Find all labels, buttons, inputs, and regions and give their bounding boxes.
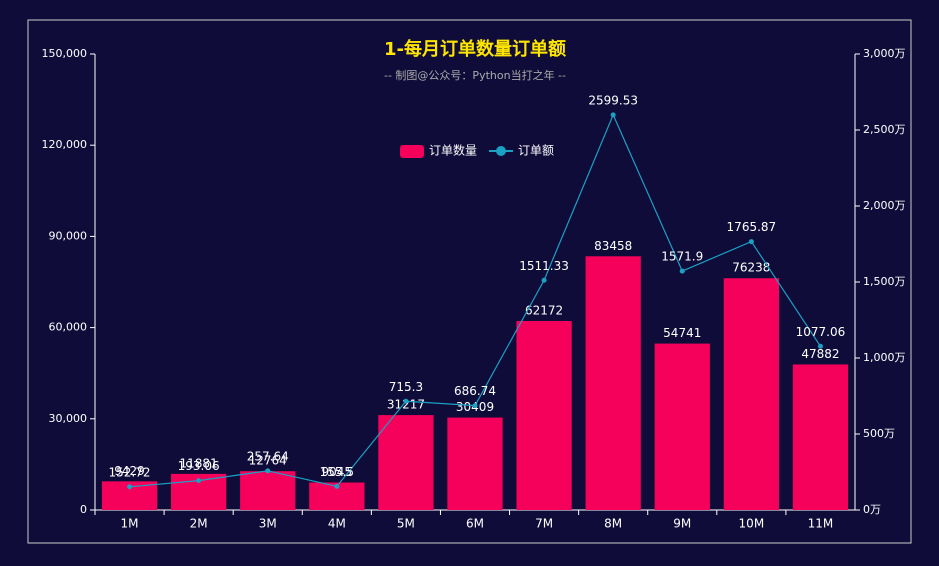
- line-value-label: 2599.53: [588, 93, 638, 107]
- line-point: [265, 468, 271, 474]
- line-point: [127, 484, 133, 490]
- y-tick-label: 0: [80, 503, 87, 516]
- bar-value-label: 9045: [322, 465, 353, 479]
- x-tick-label: 1M: [121, 517, 139, 531]
- line-value-label: 1765.87: [727, 220, 777, 234]
- y-tick-label: 60,000: [49, 321, 88, 334]
- bar-value-label: 9429: [114, 464, 145, 478]
- line-point: [679, 268, 685, 274]
- frame: [27, 19, 912, 544]
- bar: [447, 417, 503, 510]
- legend-swatch: [400, 145, 424, 158]
- bar-value-label: 83458: [594, 239, 632, 253]
- y2-tick-label: 3,000万: [863, 47, 906, 60]
- y2-tick-label: 500万: [863, 427, 895, 440]
- x-tick-label: 5M: [397, 517, 415, 531]
- line-point: [748, 239, 754, 245]
- line-value-label: 715.3: [389, 380, 423, 394]
- x-tick-label: 11M: [808, 517, 834, 531]
- y-tick-label: 30,000: [49, 412, 88, 425]
- bar-value-label: 62172: [525, 303, 563, 317]
- line-point: [196, 478, 202, 484]
- bar: [792, 364, 849, 510]
- x-tick-label: 2M: [190, 517, 208, 531]
- line-value-label: 1571.9: [661, 250, 703, 264]
- y2-tick-label: 1,500万: [863, 275, 906, 288]
- x-tick-label: 10M: [739, 517, 765, 531]
- bar-value-label: 31217: [387, 398, 425, 412]
- line-value-label: 686.74: [454, 384, 496, 398]
- chart-title: 1-每月订单数量订单额: [384, 38, 566, 60]
- line-value-label: 257.64: [247, 449, 289, 463]
- bar: [516, 320, 572, 510]
- line-point: [817, 343, 823, 349]
- line-point: [610, 112, 616, 118]
- line-point: [334, 483, 340, 489]
- bar-value-label: 54741: [663, 326, 701, 340]
- bar-value-label: 76238: [732, 261, 770, 275]
- y-tick-label: 120,000: [42, 138, 88, 151]
- bar-value-label: 11881: [180, 456, 218, 470]
- chart-subtitle: -- 制图@公众号：Python当打之年 --: [384, 68, 566, 82]
- x-tick-label: 6M: [466, 517, 484, 531]
- line-point: [403, 398, 409, 404]
- line-value-label: 193.06: [178, 459, 220, 473]
- bar: [240, 471, 296, 510]
- line-value-label: 1511.33: [519, 259, 569, 273]
- y2-tick-label: 2,500万: [863, 123, 906, 136]
- x-tick-label: 3M: [259, 517, 277, 531]
- y2-tick-label: 1,000万: [863, 351, 906, 364]
- y2-tick-label: 0万: [863, 503, 881, 516]
- bar: [585, 256, 641, 510]
- x-tick-label: 4M: [328, 517, 346, 531]
- line-value-label: 152.72: [109, 465, 151, 479]
- line-point: [541, 277, 547, 283]
- bar: [378, 415, 434, 510]
- y-tick-label: 90,000: [49, 229, 88, 242]
- legend-label: 订单额: [518, 144, 554, 158]
- bar: [723, 278, 779, 510]
- bar: [654, 343, 710, 510]
- x-tick-label: 8M: [604, 517, 622, 531]
- line-value-label: 1077.06: [796, 325, 846, 339]
- line-point: [472, 403, 478, 409]
- legend-swatch: [496, 146, 507, 156]
- line-value-label: 155.5: [320, 465, 354, 479]
- x-tick-label: 7M: [535, 517, 553, 531]
- y-tick-label: 150,000: [42, 47, 88, 60]
- legend-label: 订单数量: [429, 143, 477, 158]
- y2-tick-label: 2,000万: [863, 199, 906, 212]
- bar-value-label: 12764: [249, 454, 287, 468]
- x-tick-label: 9M: [673, 517, 691, 531]
- bar-value-label: 47882: [801, 347, 839, 361]
